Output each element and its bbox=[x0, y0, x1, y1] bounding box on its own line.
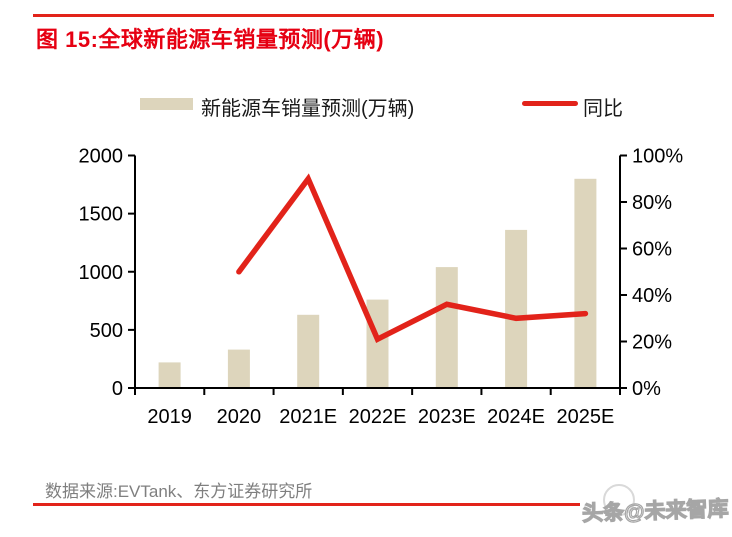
left-axis-label-0: 0 bbox=[112, 378, 123, 400]
bar-2023E bbox=[435, 267, 458, 388]
right-axis-label-100%: 100% bbox=[632, 146, 683, 168]
right-axis-label-0%: 0% bbox=[632, 378, 661, 400]
watermark-logo-icon bbox=[603, 484, 635, 516]
bar-2025E bbox=[574, 178, 597, 389]
top-red-rule bbox=[33, 14, 714, 17]
right-axis-label-20%: 20% bbox=[632, 332, 672, 354]
left-axis-label-1000: 1000 bbox=[79, 262, 124, 284]
legend-bar-label: 新能源车销量预测(万辆) bbox=[201, 98, 415, 120]
x-axis-label-2025E: 2025E bbox=[556, 406, 614, 428]
x-axis-label-2020: 2020 bbox=[217, 406, 262, 428]
x-axis-label-2022E: 2022E bbox=[349, 406, 407, 428]
bar-2021E bbox=[297, 314, 320, 388]
x-axis-label-2024E: 2024E bbox=[487, 406, 545, 428]
left-axis-label-1500: 1500 bbox=[79, 204, 124, 226]
bar-2022E bbox=[366, 299, 389, 388]
watermark-text: 头条@未来智库 bbox=[581, 497, 729, 526]
right-axis-label-60%: 60% bbox=[632, 239, 672, 261]
bar-2024E bbox=[505, 229, 528, 388]
bar-2019 bbox=[158, 362, 181, 388]
right-axis-label-40%: 40% bbox=[632, 285, 672, 307]
bottom-red-rule bbox=[33, 503, 714, 506]
legend-bar-swatch bbox=[140, 98, 193, 110]
legend-line-label: 同比 bbox=[583, 98, 623, 120]
figure-title: 图 15:全球新能源车销量预测(万辆) bbox=[36, 27, 385, 52]
x-axis-label-2023E: 2023E bbox=[418, 406, 476, 428]
left-axis-label-500: 500 bbox=[90, 320, 123, 342]
right-axis-label-80%: 80% bbox=[632, 192, 672, 214]
x-axis-label-2019: 2019 bbox=[147, 406, 192, 428]
legend-line-swatch bbox=[522, 101, 578, 106]
data-source-text: 数据来源:EVTank、东方证券研究所 bbox=[45, 482, 313, 501]
x-axis-label-2021E: 2021E bbox=[279, 406, 337, 428]
line-yoy-growth bbox=[236, 173, 589, 343]
bar-2020 bbox=[227, 349, 250, 388]
left-axis-label-2000: 2000 bbox=[79, 146, 124, 168]
